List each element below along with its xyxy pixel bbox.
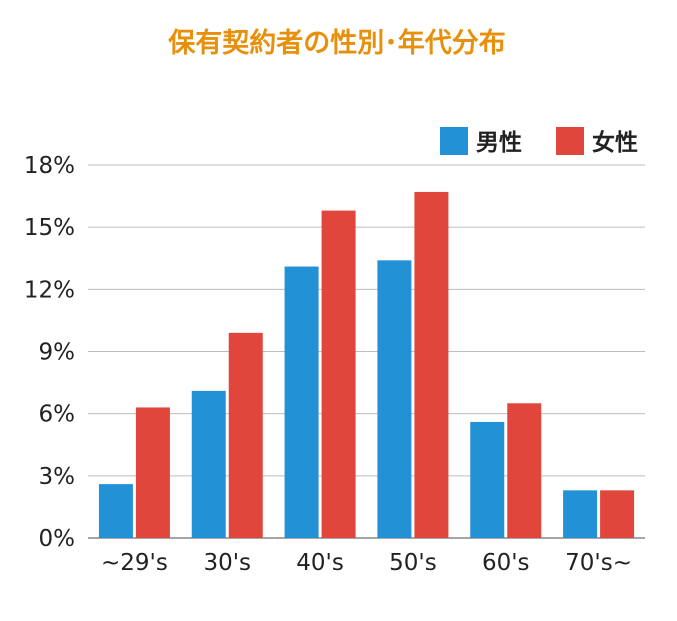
chart-title: 保有契約者の性別･年代分布 xyxy=(167,27,506,59)
bar-male xyxy=(563,490,598,538)
y-tick-label: 12% xyxy=(24,277,75,303)
x-tick-label: 40's xyxy=(296,550,344,576)
y-axis-ticks: 0% 3% 6% 9% 12% 15% 18% xyxy=(24,153,75,552)
x-tick-label: 60's xyxy=(482,550,530,576)
legend-swatch xyxy=(556,127,584,155)
y-tick-label: 9% xyxy=(39,340,76,366)
bar-male xyxy=(191,390,226,538)
y-tick-label: 6% xyxy=(39,402,76,428)
gridlines xyxy=(88,164,645,539)
legend: 男性 女性 xyxy=(440,127,638,156)
bar-male xyxy=(98,484,133,538)
x-tick-label: 30's xyxy=(203,550,251,576)
bar-female xyxy=(600,490,635,538)
legend-swatch xyxy=(440,127,468,155)
bar-male xyxy=(377,260,412,538)
x-tick-label: ~29's xyxy=(101,550,168,576)
x-tick-label: 70's~ xyxy=(565,550,632,576)
y-tick-label: 15% xyxy=(24,215,75,241)
bars xyxy=(98,191,635,539)
bar-female xyxy=(135,407,170,538)
bar-male xyxy=(284,266,319,538)
x-axis-ticks: ~29's 30's 40's 50's 60's 70's~ xyxy=(101,550,632,576)
bar-female xyxy=(507,403,542,538)
bar-female xyxy=(321,210,356,539)
bar-male xyxy=(470,421,505,538)
bar-female xyxy=(228,332,263,538)
y-tick-label: 18% xyxy=(24,153,75,179)
x-tick-label: 50's xyxy=(389,550,437,576)
y-tick-label: 3% xyxy=(39,464,76,490)
legend-label: 女性 xyxy=(592,129,638,156)
y-tick-label: 0% xyxy=(39,526,76,552)
legend-label: 男性 xyxy=(476,130,522,156)
bar-female xyxy=(414,191,449,538)
